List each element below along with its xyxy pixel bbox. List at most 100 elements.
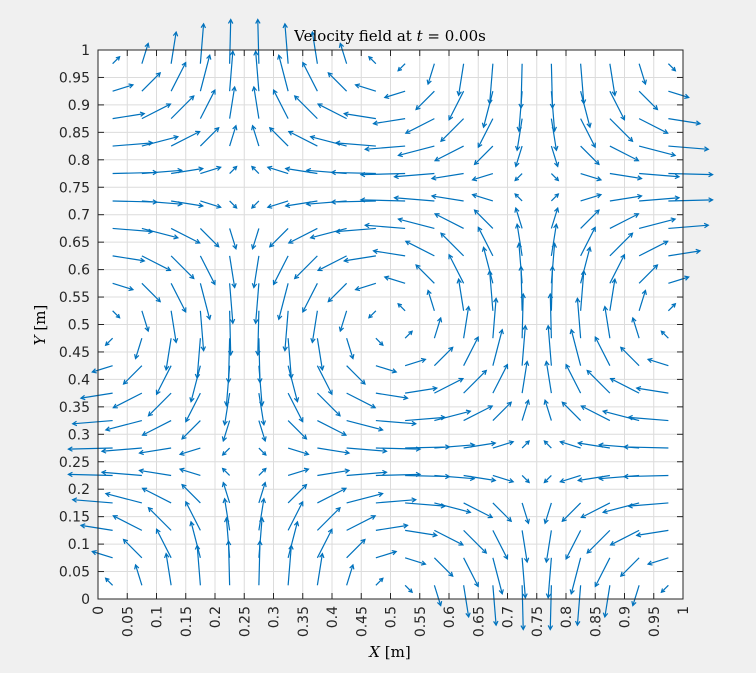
velocity-arrow [199,88,216,119]
arrow-shaft [316,528,333,559]
arrow-head [206,53,212,60]
velocity-arrow [100,447,142,454]
arrow-shaft [267,200,289,208]
velocity-arrow [492,297,499,339]
arrow-head [594,159,600,166]
arrow-shaft [580,172,602,181]
arrow-shaft [521,440,530,449]
arrow-shaft [576,298,582,339]
arrow-shaft [199,228,220,248]
arrow-head [301,483,308,490]
arrow-shaft [543,440,552,449]
arrow-head [635,385,642,392]
velocity-arrow [346,515,377,531]
velocity-arrow [521,360,530,394]
arrow-head [391,550,398,556]
arrow-shaft [668,199,713,202]
x-tick-label: 0.25 [237,606,253,637]
arrow-shaft [287,447,309,455]
velocity-arrow [147,392,172,417]
arrow-head [122,538,129,545]
arrow-head [210,88,216,95]
arrow-head [309,135,316,141]
arrow-head [293,397,300,403]
arrow-head [214,242,220,248]
arrow-head [310,30,316,37]
arrow-head [633,156,640,162]
arrow-shaft [667,303,676,312]
velocity-arrow [521,475,531,484]
arrow-head [594,336,600,342]
arrow-shaft [185,501,201,531]
quiver-arrows [67,18,714,631]
arrow-shaft [668,118,701,125]
arrow-shaft [405,502,446,507]
y-tick-label: 0.75 [59,180,90,196]
arrow-head [112,515,118,520]
arrow-head [684,275,690,281]
arrow-head [660,588,666,594]
arrow-head [465,305,471,312]
arrow-shaft [620,557,640,577]
arrow-shaft [404,358,426,367]
arrow-head [165,266,172,272]
velocity-arrow [550,145,560,168]
arrow-shaft [433,557,454,577]
arrow-head [493,297,499,303]
arrow-head [309,234,316,240]
arrow-head [189,273,195,280]
arrow-head [403,523,409,529]
velocity-arrow [463,529,488,554]
arrow-head [198,166,205,172]
arrow-head [232,165,238,171]
velocity-arrow [287,365,300,403]
arrow-shaft [415,264,435,284]
velocity-arrow [565,363,582,394]
arrow-shaft [105,577,114,586]
velocity-arrow [492,474,515,484]
velocity-arrow [609,193,643,202]
arrow-shaft [549,293,552,339]
arrow-head [298,417,304,423]
y-tick-label: 0.8 [68,153,90,169]
arrow-shaft [638,90,658,110]
arrow-shaft [580,227,596,257]
velocity-arrow [405,385,439,394]
arrow-head [703,146,710,152]
velocity-arrow [638,217,677,230]
arrow-shaft [112,310,121,319]
x-tick-label: 0.8 [559,606,575,628]
arrow-head [561,401,567,407]
arrow-head [508,478,515,484]
velocity-arrow [574,297,582,339]
arrow-head [251,244,257,250]
arrow-head [372,120,378,126]
arrow-shaft [397,63,406,72]
arrow-shaft [360,199,406,202]
velocity-arrow [639,172,681,180]
arrow-shaft [346,338,354,359]
arrow-head [627,503,633,509]
velocity-arrow [221,420,231,443]
arrow-head [370,403,377,409]
arrow-head [251,124,257,131]
velocity-arrow [405,529,439,538]
velocity-arrow [189,520,201,558]
arrow-head [221,451,227,456]
arrow-shaft [647,358,669,367]
arrow-shaft [112,56,121,65]
arrow-head [229,50,236,56]
velocity-arrow [473,145,494,166]
arrow-shaft [222,420,231,442]
velocity-arrow [316,528,333,559]
velocity-arrow [559,474,581,484]
arrow-shaft [165,338,172,370]
x-tick-label: 0.75 [530,606,546,637]
arrow-shaft [258,447,267,456]
arrow-shaft [516,224,523,256]
arrow-head [473,159,480,166]
velocity-arrow [170,61,187,92]
velocity-arrow [141,255,172,272]
y-axis-label: Y [m] [31,305,49,346]
arrow-head [545,324,552,331]
